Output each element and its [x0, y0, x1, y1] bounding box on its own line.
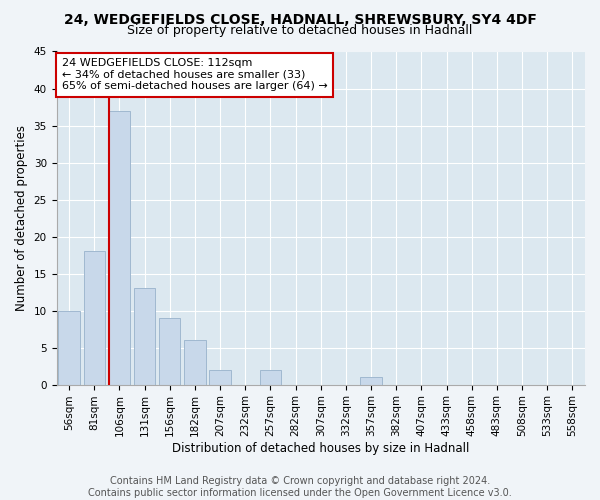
Bar	[159, 318, 181, 384]
Bar	[134, 288, 155, 384]
Bar	[83, 252, 105, 384]
Text: 24, WEDGEFIELDS CLOSE, HADNALL, SHREWSBURY, SY4 4DF: 24, WEDGEFIELDS CLOSE, HADNALL, SHREWSBU…	[64, 12, 536, 26]
X-axis label: Distribution of detached houses by size in Hadnall: Distribution of detached houses by size …	[172, 442, 469, 455]
Y-axis label: Number of detached properties: Number of detached properties	[15, 125, 28, 311]
Bar	[58, 310, 80, 384]
Bar	[184, 340, 206, 384]
Bar	[209, 370, 231, 384]
Bar	[260, 370, 281, 384]
Bar	[361, 377, 382, 384]
Text: 24 WEDGEFIELDS CLOSE: 112sqm
← 34% of detached houses are smaller (33)
65% of se: 24 WEDGEFIELDS CLOSE: 112sqm ← 34% of de…	[62, 58, 328, 92]
Bar	[109, 110, 130, 384]
Text: Size of property relative to detached houses in Hadnall: Size of property relative to detached ho…	[127, 24, 473, 37]
Text: Contains HM Land Registry data © Crown copyright and database right 2024.
Contai: Contains HM Land Registry data © Crown c…	[88, 476, 512, 498]
